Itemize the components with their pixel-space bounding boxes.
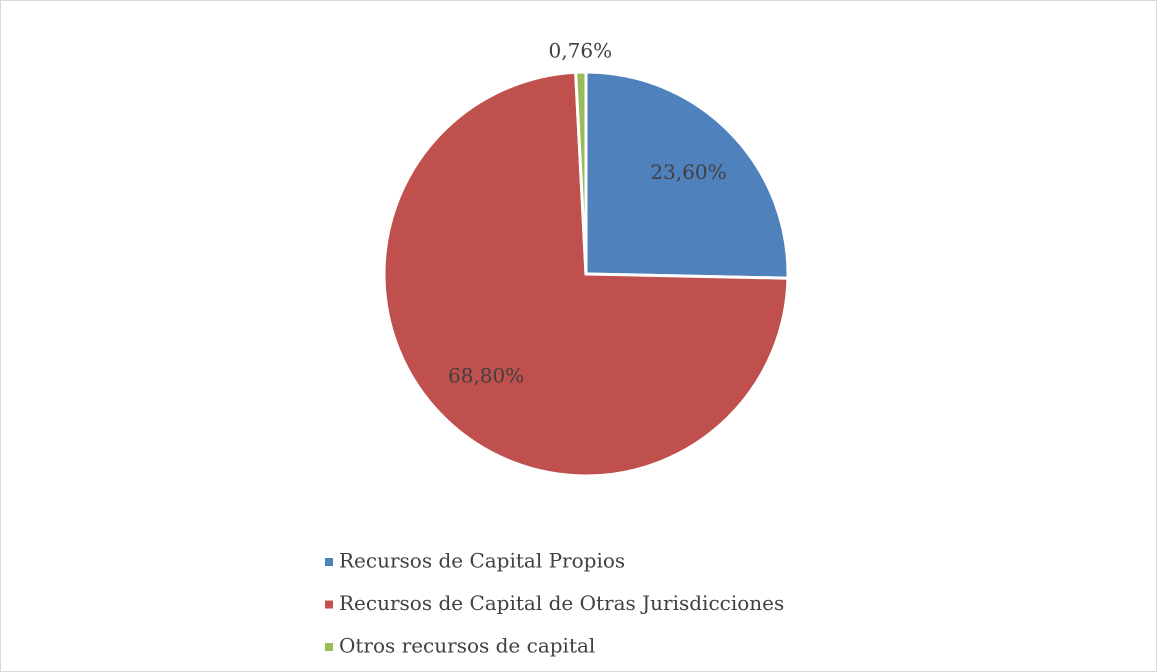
data-label: 23,60%: [650, 160, 726, 184]
legend-swatch: [325, 643, 333, 651]
legend-label: Otros recursos de capital: [339, 634, 595, 658]
data-label: 68,80%: [448, 363, 524, 387]
pie-slice: [574, 70, 588, 275]
pie-slice: [584, 70, 790, 280]
legend-label: Recursos de Capital de Otras Jurisdiccio…: [339, 591, 784, 615]
legend-label: Recursos de Capital Propios: [339, 549, 625, 573]
pie-slice: [382, 70, 790, 478]
data-label: 0,76%: [549, 39, 613, 63]
legend-swatch: [325, 558, 333, 566]
legend-swatch: [325, 600, 333, 609]
